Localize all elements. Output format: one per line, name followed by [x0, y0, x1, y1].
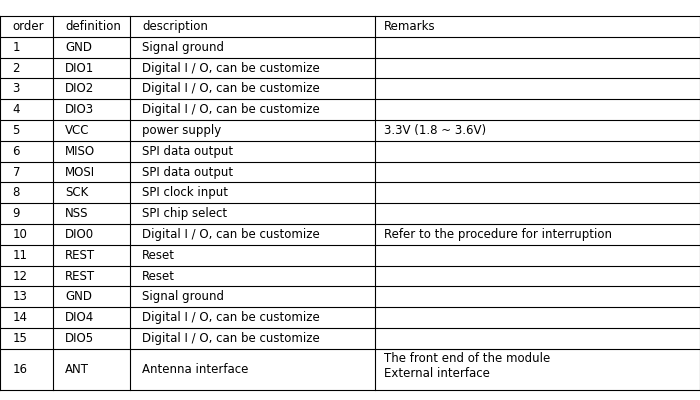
Text: MISO: MISO: [65, 145, 95, 158]
Text: 4: 4: [13, 103, 20, 116]
Text: 15: 15: [13, 332, 27, 345]
Text: 8: 8: [13, 186, 20, 199]
Text: 16: 16: [13, 363, 27, 376]
Text: SPI chip select: SPI chip select: [142, 207, 228, 220]
Text: Signal ground: Signal ground: [142, 290, 224, 303]
Text: SPI data output: SPI data output: [142, 145, 233, 158]
Text: GND: GND: [65, 290, 92, 303]
Text: Digital I / O, can be customize: Digital I / O, can be customize: [142, 311, 320, 324]
Text: definition: definition: [65, 20, 121, 33]
Text: 11: 11: [13, 249, 27, 262]
Text: 2: 2: [13, 62, 20, 74]
Text: REST: REST: [65, 270, 95, 282]
Text: MOSI: MOSI: [65, 166, 95, 178]
Text: Digital I / O, can be customize: Digital I / O, can be customize: [142, 332, 320, 345]
Text: 9: 9: [13, 207, 20, 220]
Text: DIO5: DIO5: [65, 332, 94, 345]
Text: DIO1: DIO1: [65, 62, 94, 74]
Text: Signal ground: Signal ground: [142, 41, 224, 54]
Text: 3: 3: [13, 82, 20, 95]
Text: 5: 5: [13, 124, 20, 137]
Text: DIO0: DIO0: [65, 228, 94, 241]
Text: DIO4: DIO4: [65, 311, 94, 324]
Text: Digital I / O, can be customize: Digital I / O, can be customize: [142, 228, 320, 241]
Text: REST: REST: [65, 249, 95, 262]
Text: GND: GND: [65, 41, 92, 54]
Text: power supply: power supply: [142, 124, 221, 137]
Text: 10: 10: [13, 228, 27, 241]
Text: Remarks: Remarks: [384, 20, 435, 33]
Text: 12: 12: [13, 270, 27, 282]
Text: Reset: Reset: [142, 270, 175, 282]
Text: ANT: ANT: [65, 363, 89, 376]
Text: Digital I / O, can be customize: Digital I / O, can be customize: [142, 62, 320, 74]
Text: description: description: [142, 20, 208, 33]
Text: Digital I / O, can be customize: Digital I / O, can be customize: [142, 82, 320, 95]
Text: SCK: SCK: [65, 186, 88, 199]
Text: DIO3: DIO3: [65, 103, 94, 116]
Text: 1: 1: [13, 41, 20, 54]
Text: Reset: Reset: [142, 249, 175, 262]
Text: The front end of the module
External interface: The front end of the module External int…: [384, 352, 550, 380]
Text: VCC: VCC: [65, 124, 90, 137]
Text: SPI data output: SPI data output: [142, 166, 233, 178]
Text: 7: 7: [13, 166, 20, 178]
Text: Refer to the procedure for interruption: Refer to the procedure for interruption: [384, 228, 612, 241]
Text: Antenna interface: Antenna interface: [142, 363, 248, 376]
Text: 14: 14: [13, 311, 27, 324]
Text: SPI clock input: SPI clock input: [142, 186, 228, 199]
Text: NSS: NSS: [65, 207, 89, 220]
Text: 3.3V (1.8 ~ 3.6V): 3.3V (1.8 ~ 3.6V): [384, 124, 486, 137]
Text: order: order: [13, 20, 44, 33]
Text: DIO2: DIO2: [65, 82, 94, 95]
Text: 6: 6: [13, 145, 20, 158]
Text: 13: 13: [13, 290, 27, 303]
Text: Digital I / O, can be customize: Digital I / O, can be customize: [142, 103, 320, 116]
